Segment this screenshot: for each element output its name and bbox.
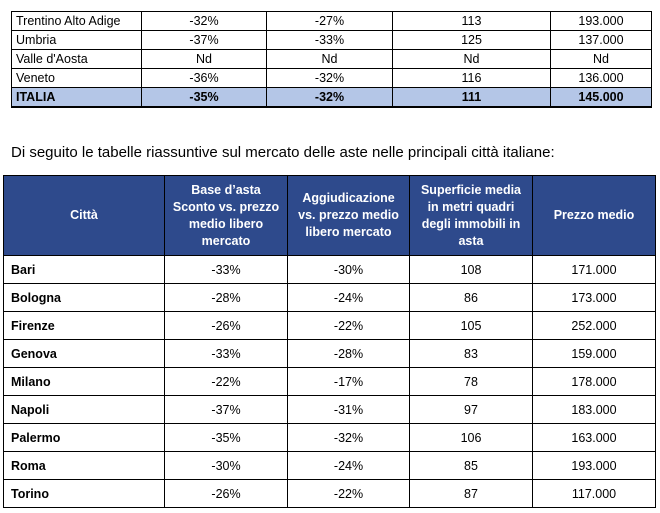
base-asta-sconto-cell: -28% — [164, 283, 288, 312]
base-asta-sconto-cell: -35% — [141, 87, 267, 108]
base-asta-sconto-cell: Nd — [141, 49, 267, 69]
aggiudicazione-cell: -32% — [266, 68, 393, 88]
prezzo-medio-cell: 171.000 — [532, 255, 656, 284]
superficie-media-cell: 105 — [409, 311, 533, 340]
aggiudicazione-cell: -27% — [266, 11, 393, 31]
header-citta: Città — [3, 175, 165, 256]
cities-auction-table: Città Base d’asta Sconto vs. prezzo medi… — [3, 175, 656, 508]
city-row: Palermo -35% -32% 106 163.000 — [3, 423, 656, 452]
prezzo-medio-cell: Nd — [550, 49, 652, 69]
prezzo-medio-cell: 193.000 — [532, 451, 656, 480]
superficie-media-cell: 85 — [409, 451, 533, 480]
region-name-cell: Bari — [3, 255, 165, 284]
superficie-media-cell: 113 — [392, 11, 551, 31]
aggiudicazione-cell: -30% — [287, 255, 410, 284]
base-asta-sconto-cell: -36% — [141, 68, 267, 88]
header-base-asta: Base d’asta Sconto vs. prezzo medio libe… — [164, 175, 288, 256]
prezzo-medio-cell: 252.000 — [532, 311, 656, 340]
intro-paragraph: Di seguito le tabelle riassuntive sul me… — [11, 144, 555, 161]
superficie-media-cell: 116 — [392, 68, 551, 88]
city-row: Milano -22% -17% 78 178.000 — [3, 367, 656, 396]
superficie-media-cell: 106 — [409, 423, 533, 452]
base-asta-sconto-cell: -33% — [164, 255, 288, 284]
aggiudicazione-cell: -33% — [266, 30, 393, 50]
base-asta-sconto-cell: -32% — [141, 11, 267, 31]
prezzo-medio-cell: 159.000 — [532, 339, 656, 368]
region-name-cell: Milano — [3, 367, 165, 396]
header-aggiudicazione: Aggiudicazione vs. prezzo medio libero m… — [287, 175, 410, 256]
city-row: Genova -33% -28% 83 159.000 — [3, 339, 656, 368]
region-name-cell: Roma — [3, 451, 165, 480]
city-row: Bari -33% -30% 108 171.000 — [3, 255, 656, 284]
prezzo-medio-cell: 183.000 — [532, 395, 656, 424]
region-name-cell: Napoli — [3, 395, 165, 424]
base-asta-sconto-cell: -22% — [164, 367, 288, 396]
region-row: Trentino Alto Adige -32% -27% 113 193.000 — [11, 11, 652, 31]
city-row: Roma -30% -24% 85 193.000 — [3, 451, 656, 480]
city-row: Bologna -28% -24% 86 173.000 — [3, 283, 656, 312]
base-asta-sconto-cell: -37% — [141, 30, 267, 50]
region-name-cell: Torino — [3, 479, 165, 508]
base-asta-sconto-cell: -35% — [164, 423, 288, 452]
prezzo-medio-cell: 137.000 — [550, 30, 652, 50]
aggiudicazione-cell: -32% — [266, 87, 393, 108]
aggiudicazione-cell: Nd — [266, 49, 393, 69]
header-superficie-media: Superficie media in metri quadri degli i… — [409, 175, 533, 256]
cities-table-header-row: Città Base d’asta Sconto vs. prezzo medi… — [3, 175, 656, 256]
superficie-media-cell: 125 — [392, 30, 551, 50]
aggiudicazione-cell: -32% — [287, 423, 410, 452]
city-row: Firenze -26% -22% 105 252.000 — [3, 311, 656, 340]
prezzo-medio-cell: 178.000 — [532, 367, 656, 396]
aggiudicazione-cell: -31% — [287, 395, 410, 424]
aggiudicazione-cell: -24% — [287, 451, 410, 480]
aggiudicazione-cell: -17% — [287, 367, 410, 396]
region-row: Veneto -36% -32% 116 136.000 — [11, 68, 652, 88]
city-row: Napoli -37% -31% 97 183.000 — [3, 395, 656, 424]
region-name-cell: Umbria — [11, 30, 142, 50]
aggiudicazione-cell: -28% — [287, 339, 410, 368]
italia-total-row: ITALIA -35% -32% 111 145.000 — [11, 87, 652, 108]
aggiudicazione-cell: -22% — [287, 311, 410, 340]
region-name-cell: Veneto — [11, 68, 142, 88]
regions-table: Trentino Alto Adige -32% -27% 113 193.000 Umb… — [11, 11, 652, 108]
region-name-cell: Palermo — [3, 423, 165, 452]
header-prezzo-medio: Prezzo medio — [532, 175, 656, 256]
superficie-media-cell: 78 — [409, 367, 533, 396]
superficie-media-cell: 83 — [409, 339, 533, 368]
aggiudicazione-cell: -22% — [287, 479, 410, 508]
region-row: Valle d'Aosta Nd Nd Nd Nd — [11, 49, 652, 69]
region-name-cell: Bologna — [3, 283, 165, 312]
aggiudicazione-cell: -24% — [287, 283, 410, 312]
superficie-media-cell: 87 — [409, 479, 533, 508]
superficie-media-cell: 111 — [392, 87, 551, 108]
prezzo-medio-cell: 136.000 — [550, 68, 652, 88]
region-name-cell: Genova — [3, 339, 165, 368]
superficie-media-cell: 97 — [409, 395, 533, 424]
region-name-cell: Firenze — [3, 311, 165, 340]
region-row: Umbria -37% -33% 125 137.000 — [11, 30, 652, 50]
superficie-media-cell: 86 — [409, 283, 533, 312]
superficie-media-cell: Nd — [392, 49, 551, 69]
prezzo-medio-cell: 117.000 — [532, 479, 656, 508]
prezzo-medio-cell: 163.000 — [532, 423, 656, 452]
superficie-media-cell: 108 — [409, 255, 533, 284]
region-name-cell: Valle d'Aosta — [11, 49, 142, 69]
base-asta-sconto-cell: -33% — [164, 339, 288, 368]
region-name-cell: Trentino Alto Adige — [11, 11, 142, 31]
prezzo-medio-cell: 145.000 — [550, 87, 652, 108]
base-asta-sconto-cell: -37% — [164, 395, 288, 424]
region-name-cell: ITALIA — [11, 87, 142, 108]
city-row: Torino -26% -22% 87 117.000 — [3, 479, 656, 508]
base-asta-sconto-cell: -26% — [164, 479, 288, 508]
prezzo-medio-cell: 193.000 — [550, 11, 652, 31]
base-asta-sconto-cell: -26% — [164, 311, 288, 340]
base-asta-sconto-cell: -30% — [164, 451, 288, 480]
prezzo-medio-cell: 173.000 — [532, 283, 656, 312]
